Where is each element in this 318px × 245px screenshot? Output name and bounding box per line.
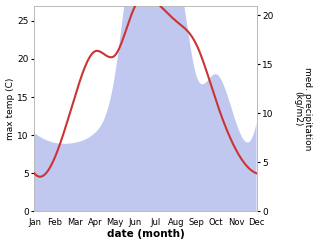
X-axis label: date (month): date (month) [107,230,184,239]
Y-axis label: med. precipitation
(kg/m2): med. precipitation (kg/m2) [293,67,313,150]
Y-axis label: max temp (C): max temp (C) [5,77,15,140]
